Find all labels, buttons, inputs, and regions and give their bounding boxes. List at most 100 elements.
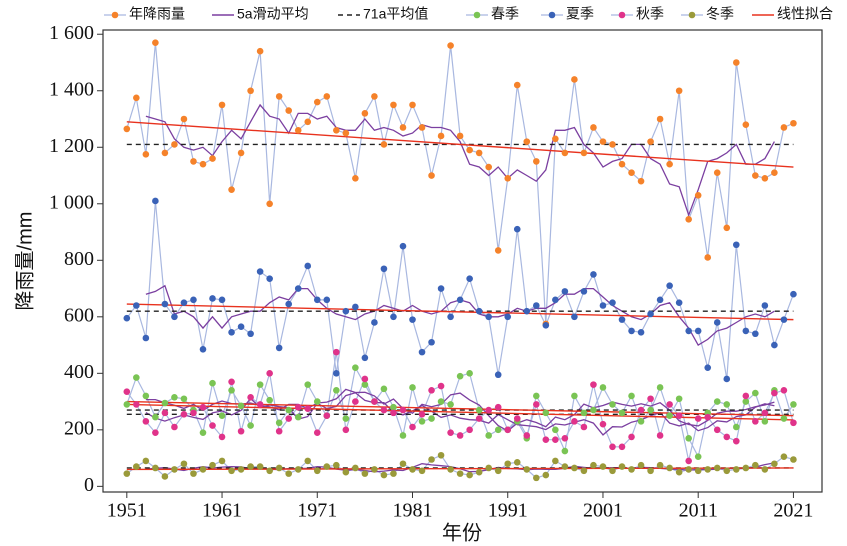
data-point (380, 265, 388, 273)
data-point (694, 453, 702, 460)
data-point (428, 456, 435, 463)
data-point (523, 466, 531, 473)
data-point (399, 242, 407, 250)
data-point (361, 110, 369, 117)
data-point (685, 327, 692, 335)
data-point (618, 160, 626, 168)
data-point (590, 381, 597, 388)
data-point (266, 396, 273, 404)
data-point (494, 467, 502, 475)
data-point (171, 313, 178, 321)
data-point (123, 470, 131, 477)
data-point (190, 470, 197, 477)
data-point (352, 303, 359, 311)
data-point (590, 124, 597, 131)
data-point (437, 285, 445, 292)
data-point (437, 132, 445, 140)
data-point (523, 432, 531, 439)
data-point (333, 461, 340, 469)
data-point (142, 457, 150, 465)
data-point (333, 127, 340, 134)
data-point (571, 392, 578, 400)
legend-marker (473, 11, 481, 19)
data-point (561, 435, 569, 442)
data-point (418, 348, 426, 356)
data-point (399, 124, 407, 131)
data-point (466, 370, 473, 377)
data-point (352, 175, 359, 182)
data-point (590, 406, 597, 414)
data-point (342, 307, 350, 315)
data-point (561, 463, 569, 470)
data-point (542, 321, 550, 329)
data-point (313, 98, 321, 106)
data-point (361, 470, 369, 477)
data-point (313, 296, 321, 304)
data-point (552, 426, 559, 434)
connector-line (126, 42, 794, 324)
data-point (694, 467, 702, 475)
data-point (428, 386, 435, 394)
data-point (656, 296, 664, 304)
data-point (218, 296, 226, 304)
data-point (599, 138, 607, 145)
data-point (771, 389, 778, 397)
data-point (599, 302, 607, 309)
data-point (723, 224, 731, 232)
data-point (533, 392, 540, 400)
data-point (218, 457, 226, 465)
moving-average-line (145, 284, 775, 347)
data-point (304, 381, 312, 388)
fit-line (126, 121, 794, 168)
data-point (152, 413, 159, 421)
data-point (533, 401, 540, 408)
data-point (199, 160, 207, 168)
data-point (371, 398, 378, 405)
data-point (199, 429, 207, 436)
data-point (580, 288, 588, 295)
data-point (171, 423, 178, 431)
data-point (142, 151, 150, 158)
data-point (342, 426, 350, 434)
fit-line (126, 400, 794, 417)
data-point (447, 466, 454, 473)
data-point (666, 401, 673, 408)
data-point (571, 464, 578, 472)
data-point (618, 443, 626, 451)
data-point (342, 129, 350, 137)
data-point (647, 138, 654, 145)
data-point (656, 115, 664, 123)
data-point (133, 463, 140, 470)
data-point (275, 344, 283, 352)
data-point (732, 423, 740, 431)
data-point (504, 460, 512, 468)
data-point (209, 461, 216, 469)
data-point (761, 302, 769, 309)
data-point (266, 467, 273, 475)
data-point (752, 330, 759, 338)
data-point (313, 467, 321, 475)
data-point (247, 330, 254, 338)
data-point (180, 460, 188, 468)
data-point (704, 364, 712, 371)
data-point (656, 384, 664, 391)
data-point (666, 412, 673, 420)
data-point (418, 467, 426, 475)
data-point (323, 296, 331, 304)
data-point (580, 423, 588, 431)
data-point (732, 466, 740, 473)
data-point (437, 451, 445, 459)
data-point (599, 384, 607, 391)
data-point (390, 409, 397, 417)
y-tick-label: 1 600 (49, 22, 94, 44)
data-point (675, 395, 683, 403)
data-point (456, 132, 464, 140)
data-point (552, 135, 559, 143)
legend-marker (618, 11, 626, 19)
data-point (494, 403, 502, 411)
data-point (256, 47, 264, 55)
data-point (742, 398, 750, 405)
data-point (494, 426, 502, 434)
data-point (399, 406, 407, 414)
data-point (352, 364, 359, 371)
